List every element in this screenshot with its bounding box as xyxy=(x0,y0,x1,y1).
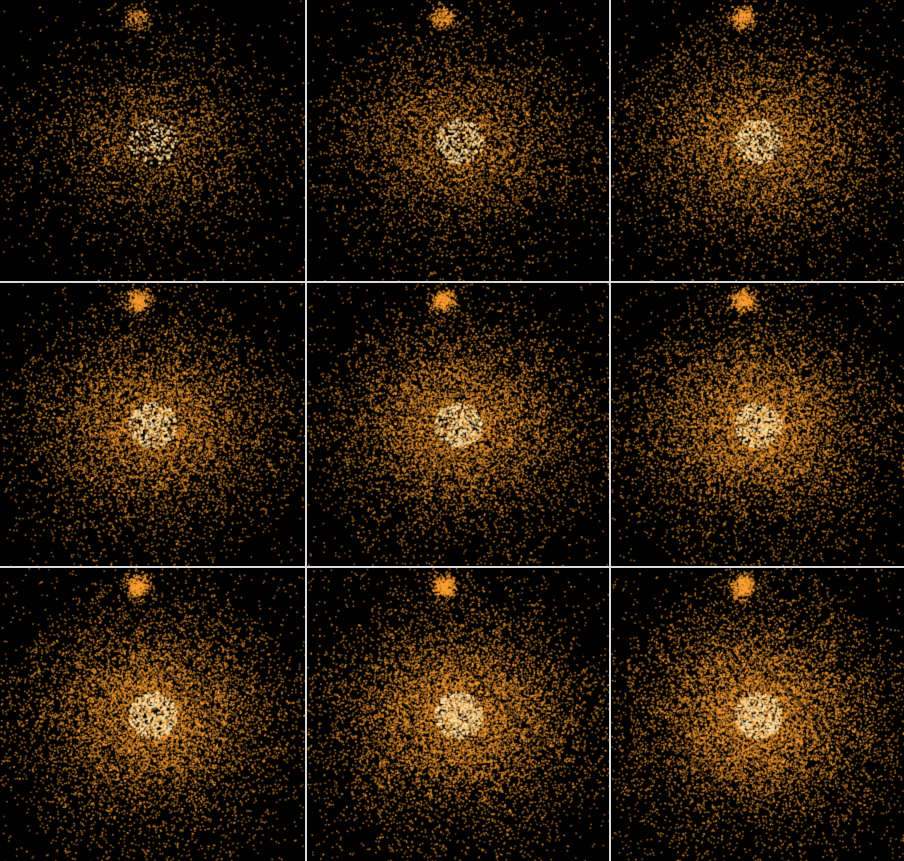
panel-2 xyxy=(307,0,609,281)
panel-5-canvas xyxy=(307,283,609,566)
panel-9 xyxy=(611,568,904,861)
panel-1 xyxy=(0,0,305,281)
panel-3 xyxy=(611,0,904,281)
panel-1-canvas xyxy=(0,0,305,281)
divider-vertical-1 xyxy=(305,0,307,861)
panel-5 xyxy=(307,283,609,566)
panel-8-canvas xyxy=(307,568,609,861)
divider-horizontal-2 xyxy=(0,566,904,568)
panel-6 xyxy=(611,283,904,566)
panel-7-canvas xyxy=(0,568,305,861)
panel-9-canvas xyxy=(611,568,904,861)
panel-2-canvas xyxy=(307,0,609,281)
panel-4-canvas xyxy=(0,283,305,566)
panel-3-canvas xyxy=(611,0,904,281)
panel-6-canvas xyxy=(611,283,904,566)
divider-horizontal-1 xyxy=(0,281,904,283)
divider-vertical-2 xyxy=(609,0,611,861)
panel-7 xyxy=(0,568,305,861)
panel-8 xyxy=(307,568,609,861)
panel-4 xyxy=(0,283,305,566)
